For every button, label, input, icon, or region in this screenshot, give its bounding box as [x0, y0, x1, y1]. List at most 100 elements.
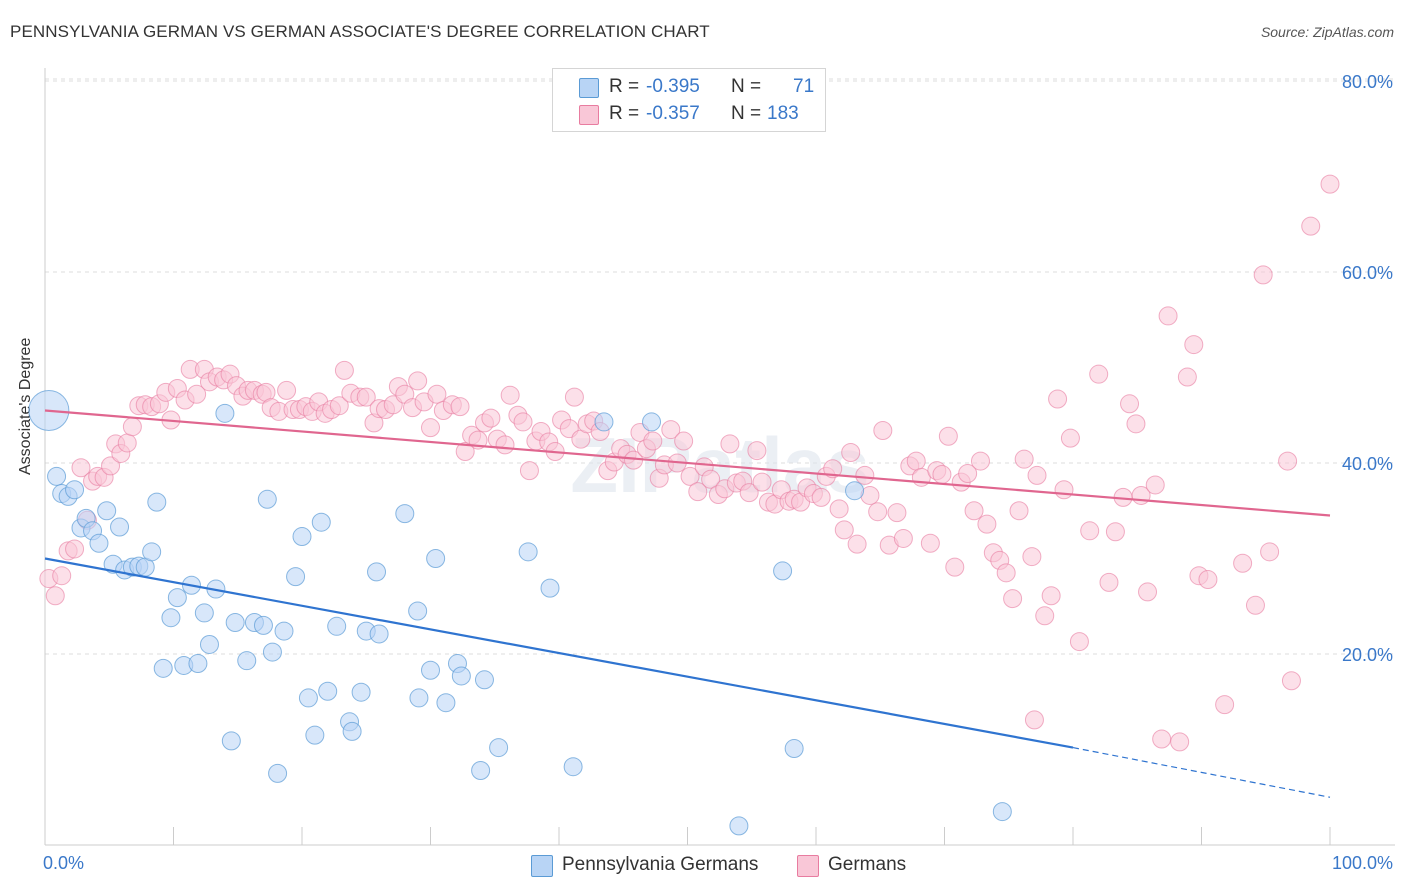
data-point-germans: [1184, 335, 1204, 355]
data-point-pennsylvania-germans: [540, 578, 560, 598]
data-point-pennsylvania-germans: [257, 489, 277, 509]
chart-title: PENNSYLVANIA GERMAN VS GERMAN ASSOCIATE'…: [10, 22, 710, 41]
data-point-pennsylvania-germans: [188, 654, 208, 674]
legend-label-germans: Germans: [828, 854, 907, 875]
data-point-germans: [868, 502, 888, 522]
data-point-germans: [329, 396, 349, 416]
legend-r-value: -0.357: [646, 103, 700, 124]
data-point-germans: [1105, 522, 1125, 542]
data-point-pennsylvania-germans: [153, 658, 173, 678]
data-point-germans: [674, 431, 694, 451]
data-point-germans: [450, 397, 470, 417]
legend-n-label: N =: [731, 76, 762, 97]
grid-lines: [45, 78, 1395, 655]
data-point-germans: [964, 501, 984, 521]
data-point-pennsylvania-germans: [110, 517, 130, 537]
data-point-pennsylvania-germans: [451, 666, 471, 686]
data-point-germans: [408, 371, 428, 391]
trend-line-pennsylvania-germans: [44, 557, 1074, 749]
data-point-pennsylvania-germans: [147, 492, 167, 512]
data-point-germans: [519, 461, 539, 481]
legend-row-germans: R = -0.357 N = 183: [553, 101, 825, 127]
data-point-pennsylvania-germans: [642, 412, 662, 432]
data-point-pennsylvania-germans: [992, 802, 1012, 822]
data-point-pennsylvania-germans: [408, 601, 428, 621]
y-tick-label: 40.0%: [1342, 454, 1393, 474]
data-point-pennsylvania-germans: [421, 660, 440, 680]
data-point-germans: [855, 465, 875, 485]
legend-row-pennsylvania-germans: R = -0.395 N = 71: [553, 74, 825, 100]
legend-swatch-germans: [797, 855, 819, 877]
data-point-germans: [1041, 586, 1061, 606]
data-point-germans: [1281, 671, 1301, 691]
data-point-germans: [1069, 632, 1089, 652]
data-point-pennsylvania-germans: [773, 561, 793, 581]
data-point-germans: [1027, 465, 1047, 485]
data-point-germans: [841, 442, 861, 462]
data-point-germans: [1022, 547, 1042, 567]
data-point-germans: [643, 431, 663, 451]
data-point-germans: [739, 483, 759, 503]
data-point-pennsylvania-germans: [342, 721, 362, 741]
data-point-pennsylvania-germans: [274, 621, 294, 641]
data-point-germans: [455, 442, 475, 462]
data-point-pennsylvania-germans: [298, 688, 318, 708]
data-point-germans: [421, 418, 440, 438]
data-point-germans: [1089, 364, 1109, 384]
data-point-germans: [906, 451, 926, 471]
data-point-germans: [1158, 306, 1178, 326]
data-point-pennsylvania-germans: [268, 763, 288, 783]
legend-r-label: R =: [609, 103, 640, 124]
data-point-germans: [893, 528, 913, 548]
data-point-pennsylvania-germans: [286, 567, 306, 587]
data-point-germans: [958, 464, 978, 484]
data-point-germans: [811, 487, 831, 507]
data-point-pennsylvania-germans: [369, 624, 389, 644]
data-point-pennsylvania-germans: [305, 725, 325, 745]
data-point-pennsylvania-germans: [89, 533, 109, 553]
data-point-germans: [513, 412, 533, 432]
data-point-germans: [680, 466, 700, 486]
data-point-germans: [1260, 542, 1280, 562]
legend-n-value: 71: [793, 76, 815, 97]
data-point-germans: [1014, 449, 1034, 469]
data-point-pennsylvania-germans: [97, 501, 117, 521]
data-point-pennsylvania-germans: [225, 612, 245, 632]
trend-line-germans: [44, 409, 1331, 517]
data-point-pennsylvania-germans: [161, 608, 181, 628]
data-point-germans: [495, 435, 515, 455]
x-tick-label: 0.0%: [43, 853, 84, 873]
data-point-germans: [277, 380, 297, 400]
data-point-pennsylvania-germans: [426, 549, 446, 568]
data-point-pennsylvania-germans: [436, 693, 456, 713]
data-point-germans: [1320, 174, 1340, 194]
y-tick-label: 60.0%: [1342, 263, 1393, 283]
data-point-germans: [1099, 572, 1119, 592]
data-point-germans: [688, 482, 708, 502]
data-point-germans: [834, 520, 854, 540]
data-point-germans: [65, 539, 85, 559]
data-point-germans: [564, 387, 584, 407]
y-tick-label: 80.0%: [1342, 72, 1393, 92]
data-point-germans: [500, 385, 520, 405]
data-point-germans: [1048, 389, 1068, 409]
data-point-germans: [873, 421, 893, 441]
data-point-germans: [932, 464, 952, 484]
data-point-germans: [356, 387, 376, 407]
trend-line-pennsylvania-germans-extrapolated: [1072, 747, 1331, 798]
data-point-pennsylvania-germans: [318, 681, 338, 701]
data-point-germans: [938, 426, 958, 446]
data-point-germans: [996, 563, 1016, 583]
series-legend: Pennsylvania Germans Germans: [0, 852, 1406, 878]
data-point-germans: [1170, 732, 1190, 752]
data-point-germans: [945, 557, 965, 577]
stats-legend: R = -0.395 N = 71 R = -0.357 N = 183: [552, 68, 826, 132]
data-point-pennsylvania-germans: [784, 739, 804, 759]
data-point-pennsylvania-germans: [489, 738, 509, 758]
legend-swatch-pennsylvania-germans: [531, 855, 553, 877]
data-point-pennsylvania-germans: [845, 481, 865, 501]
data-point-pennsylvania-germans: [409, 688, 429, 708]
data-point-germans: [1215, 695, 1235, 715]
data-point-germans: [71, 458, 91, 478]
